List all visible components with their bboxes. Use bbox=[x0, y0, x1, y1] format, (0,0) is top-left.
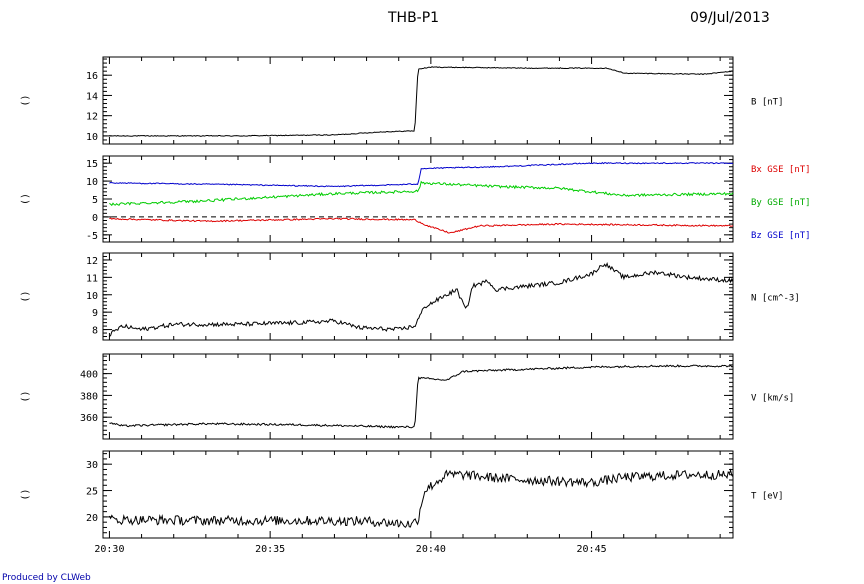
y-tick-label-v: 380 bbox=[80, 391, 98, 402]
x-tick-label: 20:40 bbox=[416, 544, 446, 555]
y-tick-label-v: 400 bbox=[80, 370, 98, 381]
y-tick-label-n: 10 bbox=[86, 291, 98, 302]
series-label-bxyz: By GSE [nT] bbox=[751, 198, 811, 208]
series-label-v: V [km/s] bbox=[751, 394, 794, 404]
panel-frame-v bbox=[102, 353, 734, 440]
y-tick-label-n: 12 bbox=[86, 256, 98, 267]
series-line-bxyz-1 bbox=[109, 180, 734, 207]
panel-left-label-v: () bbox=[19, 390, 30, 402]
panel-frame-t bbox=[102, 450, 734, 539]
y-tick-label-b: 12 bbox=[86, 112, 98, 123]
x-tick-label: 20:45 bbox=[577, 544, 607, 555]
series-line-bxyz-0 bbox=[109, 161, 734, 188]
panel-frame-bxyz bbox=[102, 155, 734, 243]
series-line-n-0 bbox=[109, 261, 734, 337]
y-tick-label-v: 360 bbox=[80, 413, 98, 424]
y-tick-label-b: 10 bbox=[86, 132, 98, 143]
y-tick-label-t: 25 bbox=[86, 487, 98, 498]
series-label-n: N [cm^-3] bbox=[751, 294, 800, 304]
y-tick-label-b: 16 bbox=[86, 71, 98, 82]
series-line-b-0 bbox=[109, 66, 734, 137]
series-label-bxyz: Bz GSE [nT] bbox=[751, 231, 811, 241]
y-tick-label-b: 14 bbox=[86, 91, 98, 102]
y-tick-label-bxyz: 0 bbox=[92, 213, 98, 224]
panel-left-label-bxyz: () bbox=[19, 193, 30, 205]
producer-credit: Produced by CLWeb bbox=[2, 573, 91, 583]
y-tick-label-bxyz: -5 bbox=[86, 231, 98, 242]
chart-title: THB-P1 bbox=[388, 10, 440, 26]
panel-left-label-t: () bbox=[19, 488, 30, 500]
panel-left-label-n: () bbox=[19, 290, 30, 302]
y-tick-label-bxyz: 5 bbox=[92, 195, 98, 206]
y-tick-label-t: 20 bbox=[86, 513, 98, 524]
y-tick-label-bxyz: 10 bbox=[86, 177, 98, 188]
x-tick-label: 20:30 bbox=[94, 544, 124, 555]
y-tick-label-n: 9 bbox=[92, 308, 98, 319]
y-tick-label-n: 11 bbox=[86, 273, 98, 284]
chart-date: 09/Jul/2013 bbox=[690, 10, 770, 26]
series-line-v-0 bbox=[109, 364, 734, 429]
y-tick-label-t: 30 bbox=[86, 460, 98, 471]
series-line-t-0 bbox=[108, 468, 734, 528]
series-label-t: T [eV] bbox=[751, 492, 784, 502]
y-tick-label-n: 8 bbox=[92, 326, 98, 337]
series-label-b: B [nT] bbox=[751, 98, 784, 108]
series-line-bxyz-2 bbox=[109, 217, 734, 234]
panel-left-label-b: () bbox=[19, 94, 30, 106]
panel-frame-b bbox=[102, 56, 734, 145]
y-tick-label-bxyz: 15 bbox=[86, 159, 98, 170]
panel-frame-n bbox=[102, 252, 734, 341]
x-tick-label: 20:35 bbox=[255, 544, 285, 555]
series-label-bxyz: Bx GSE [nT] bbox=[751, 165, 811, 175]
